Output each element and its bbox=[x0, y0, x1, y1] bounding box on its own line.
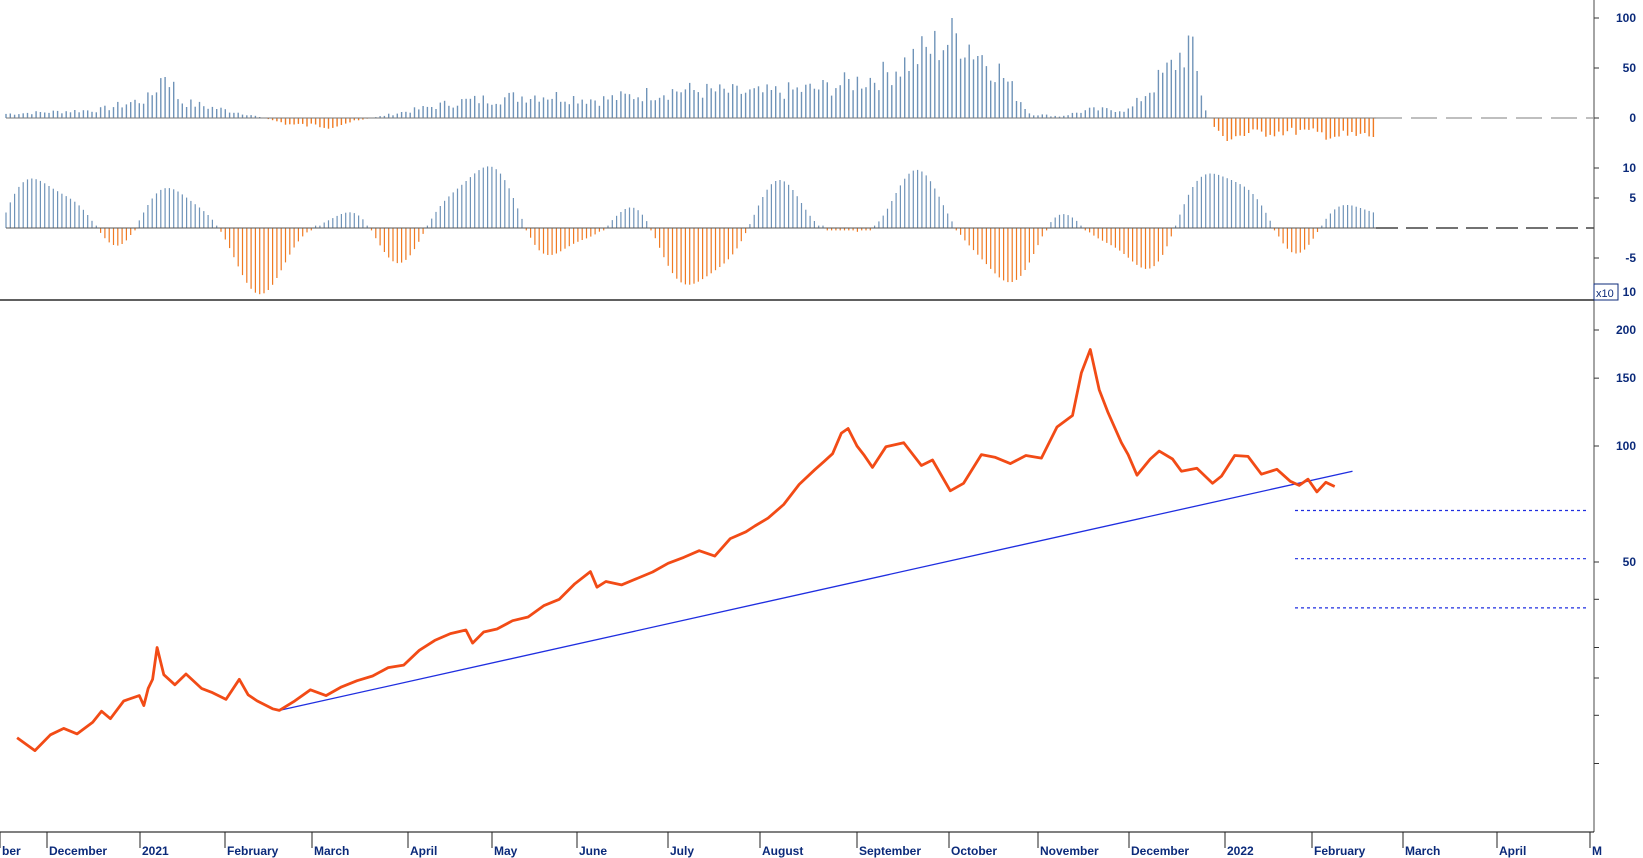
x-tick-label: ber bbox=[2, 844, 21, 858]
x-tick-label: May bbox=[494, 844, 518, 858]
upper-y-tick: 0 bbox=[1629, 111, 1636, 125]
multiplier-box bbox=[1593, 283, 1619, 301]
price-line bbox=[16, 348, 1336, 752]
panel-frame bbox=[0, 0, 1595, 833]
middle-oscillator-bars bbox=[5, 166, 1594, 295]
upper-y-tick: 50 bbox=[1623, 61, 1637, 75]
x-tick-label: M bbox=[1592, 844, 1602, 858]
x-tick-label: November bbox=[1040, 844, 1099, 858]
price-y-tick: 150 bbox=[1616, 371, 1636, 385]
middle-y-tick: 5 bbox=[1629, 191, 1636, 205]
x-tick-label: February bbox=[227, 844, 279, 858]
trendline-line bbox=[279, 470, 1353, 712]
y-axis-ticks: 100 50 0 10 5 -5 10 200 150 100 50 bbox=[1594, 11, 1636, 764]
x-tick-label: 2021 bbox=[142, 844, 169, 858]
price-y-tick: 100 bbox=[1616, 439, 1636, 453]
x-tick-label: June bbox=[579, 844, 607, 858]
upper-y-tick: 100 bbox=[1616, 11, 1636, 25]
x-axis: ber December 2021 February March April May June… bbox=[0, 832, 1602, 858]
x-tick-label: August bbox=[762, 844, 803, 858]
x-tick-label: December bbox=[1131, 844, 1189, 858]
price-y-tick: 200 bbox=[1616, 323, 1636, 337]
price-y-tick: 50 bbox=[1623, 555, 1637, 569]
upper-oscillator-bars bbox=[5, 18, 1594, 141]
price-series bbox=[16, 348, 1336, 752]
x-tick-label: March bbox=[314, 844, 349, 858]
multiplier-label: x10 bbox=[1596, 288, 1614, 300]
support-levels bbox=[1295, 509, 1588, 609]
trendline bbox=[279, 470, 1353, 712]
x-tick-label: October bbox=[951, 844, 997, 858]
x-tick-label: April bbox=[410, 844, 437, 858]
x-tick-label: March bbox=[1405, 844, 1440, 858]
x-tick-label: 2022 bbox=[1227, 844, 1254, 858]
x-tick-label: July bbox=[670, 844, 694, 858]
x-tick-label: December bbox=[49, 844, 107, 858]
x-tick-label: September bbox=[859, 844, 921, 858]
middle-y-tick: 10 bbox=[1623, 285, 1637, 299]
middle-y-tick: 10 bbox=[1623, 161, 1637, 175]
x-tick-label: April bbox=[1499, 844, 1526, 858]
x-tick-label: February bbox=[1314, 844, 1366, 858]
middle-y-tick: -5 bbox=[1625, 251, 1636, 265]
